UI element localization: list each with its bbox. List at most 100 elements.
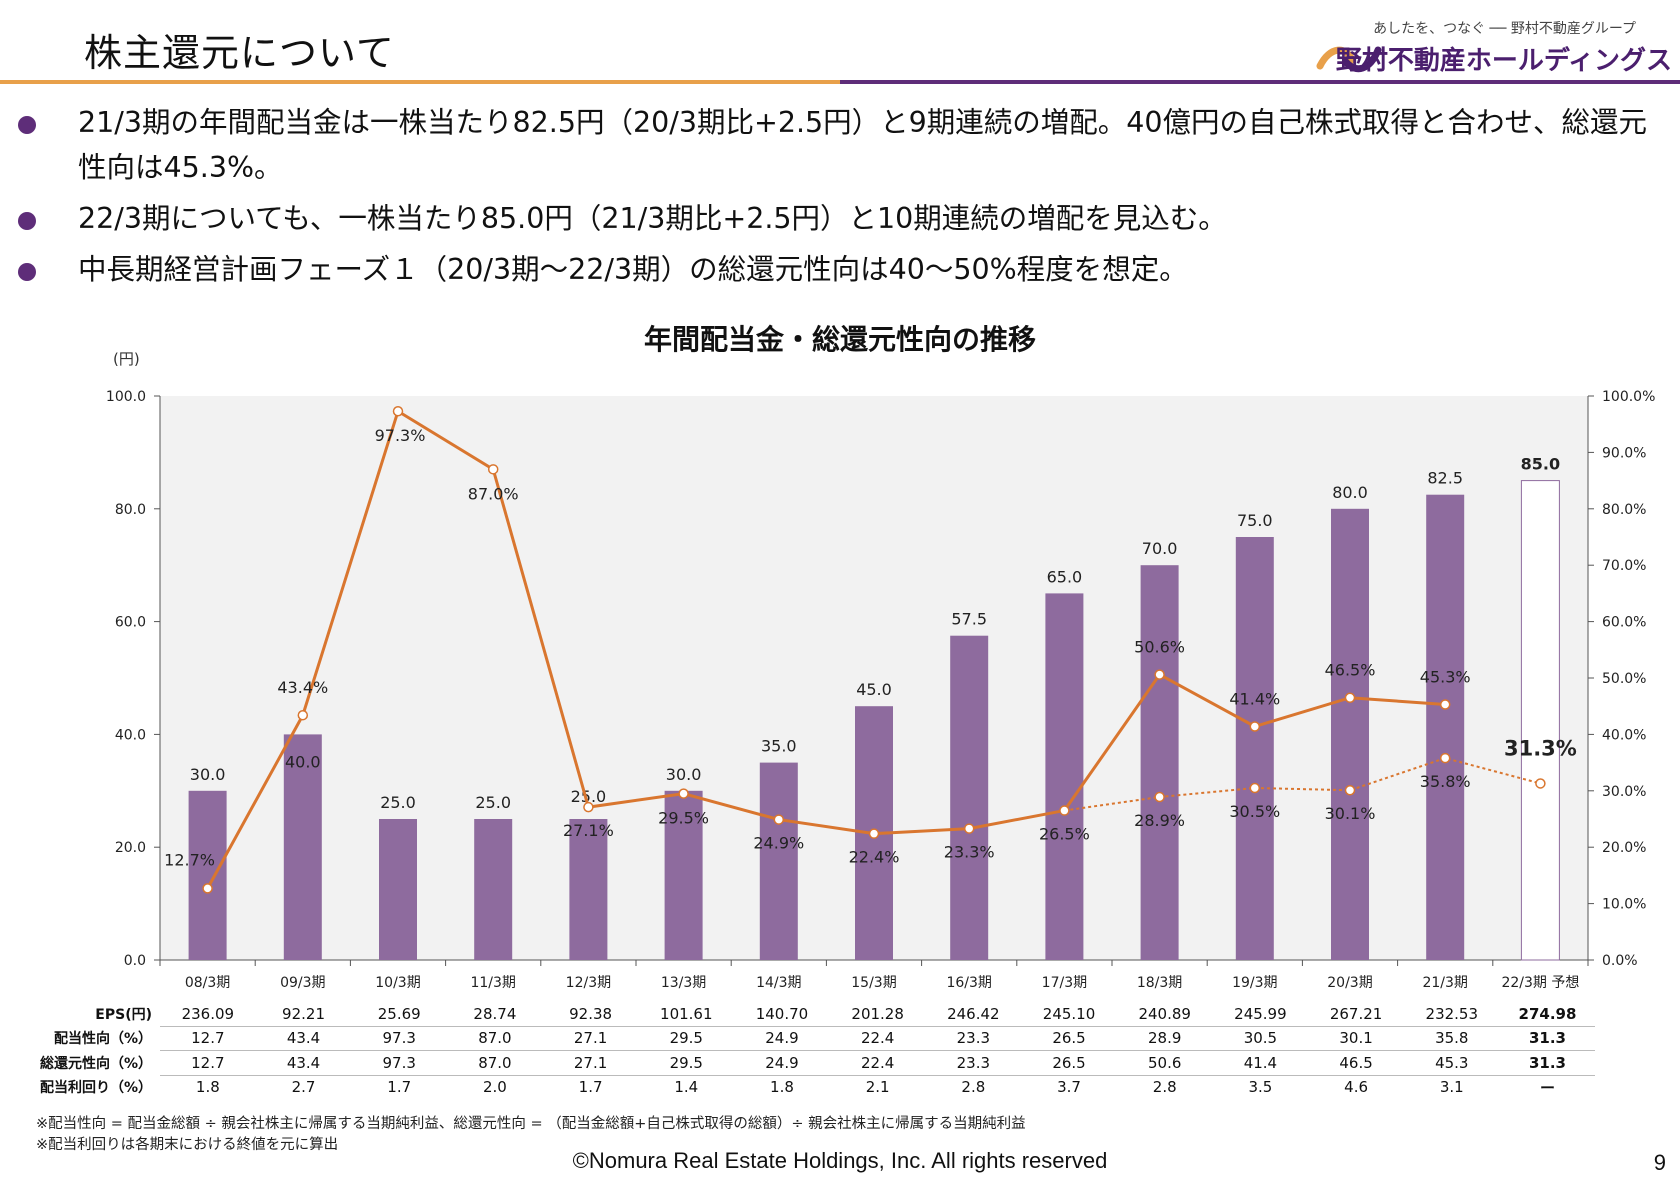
table-cell: 26.5 [1021, 1026, 1117, 1051]
table-cell: 101.61 [638, 1002, 735, 1027]
payout-ratio-label: 28.9% [1134, 811, 1185, 830]
dividend-label: 65.0 [1047, 567, 1083, 586]
table-cell: 23.3 [925, 1026, 1022, 1051]
x-tick-label: 15/3期 [851, 975, 896, 991]
dividend-label: 25.0 [380, 793, 416, 812]
table-cell: 27.1 [542, 1050, 639, 1076]
table-cell: 26.5 [1021, 1050, 1117, 1076]
table-cell: 41.4 [1212, 1050, 1309, 1076]
payout-ratio-point [1344, 784, 1356, 796]
bullet-dot-icon [18, 116, 36, 134]
dividend-label: 25.0 [571, 787, 607, 806]
y-tick-label: 0.0 [124, 953, 146, 969]
row-label: 配当性向（%） [53, 1031, 152, 1048]
x-tick-label: 20/3期 [1327, 975, 1372, 991]
x-tick-label: 21/3期 [1422, 975, 1467, 991]
table-cell: 3.1 [1439, 1078, 1464, 1097]
dividend-label: 35.0 [761, 737, 797, 756]
table-cell: 92.38 [542, 1002, 639, 1027]
total-return-line [206, 408, 1446, 890]
logo-tagline: あしたを、つなぐ ── 野村不動産グループ [1373, 21, 1636, 37]
y2-tick-label: 100.0% [1602, 389, 1655, 405]
table-cell: 2.8 [1152, 1078, 1177, 1097]
y-axis-unit: (円) [113, 350, 140, 368]
dividend-chart: 0.0 20.0 40.0 60.0 80.0 100.0 0.0% 10.0% 20.0% 30… [106, 389, 1655, 991]
y-tick-label: 40.0 [115, 727, 146, 743]
total-return-label: 43.4% [277, 678, 328, 697]
total-return-label: 87.0% [468, 484, 519, 503]
table-cell: 87.0 [447, 1050, 543, 1076]
table-cell: 2.0 [482, 1078, 507, 1097]
total-return-point [392, 405, 404, 417]
table-row: 配当性向（%） 12.7 43.4 97.3 87.0 27.1 29.5 24.9 22.4 2… [40, 1026, 1596, 1051]
table-row: 配当利回り（%） 1.8 2.7 1.7 2.0 1.7 1.4 1.8 2.1 2.8 3.7 2.… [40, 1075, 1595, 1099]
table-cell: 43.4 [255, 1050, 352, 1076]
row-label: EPS(円) [95, 1007, 152, 1023]
x-tick-label: 16/3期 [946, 975, 991, 991]
table-cell: 23.3 [925, 1050, 1022, 1076]
dividend-label: 80.0 [1332, 483, 1368, 502]
table-cell: 30.1 [1308, 1026, 1404, 1051]
payout-ratio-point [1154, 791, 1165, 803]
bullet-dot-icon [18, 212, 36, 230]
x-tick-label: 09/3期 [280, 975, 325, 991]
table-cell: ー [1539, 1078, 1555, 1097]
payout-ratio-point [1249, 782, 1261, 794]
bullet-item: 21/3期の年間配当金は一株当たり82.5円（20/3期比+2.5円）と9期連続… [18, 100, 1668, 190]
payout-ratio-label: 30.5% [1229, 802, 1280, 821]
y-tick-label: 80.0 [115, 502, 146, 518]
total-return-label: 41.4% [1229, 690, 1280, 709]
total-return-label: 26.5% [1039, 825, 1090, 844]
total-return-label: 22.4% [849, 848, 900, 867]
table-cell: 29.5 [638, 1026, 735, 1051]
total-return-point [202, 883, 213, 894]
dividend-bar [1520, 480, 1560, 961]
payout-ratio-line [1064, 757, 1541, 812]
table-cell: 28.9 [1116, 1026, 1213, 1051]
table-cell: 12.7 [160, 1050, 256, 1076]
total-return-label: 45.3% [1420, 668, 1471, 687]
table-cell: 27.1 [542, 1026, 639, 1051]
total-return-label: 29.5% [658, 809, 709, 828]
table-cell: 2.1 [865, 1078, 890, 1097]
footnote: ※配当性向 = 配当金総額 ÷ 親会社株主に帰属する当期純利益、総還元性向 = … [36, 1116, 1026, 1132]
payout-ratio-label: 31.3% [1504, 736, 1577, 760]
total-return-label: 12.7% [164, 850, 215, 869]
dividend-label: 82.5 [1427, 469, 1463, 488]
total-return-point [963, 823, 975, 834]
dividend-bar [474, 819, 513, 960]
total-return-point [1154, 669, 1165, 680]
y2-tick-label: 20.0% [1602, 840, 1646, 856]
logo-swoosh-icon [1316, 46, 1382, 73]
total-return-label: 24.9% [753, 834, 804, 853]
table-cell: 246.42 [925, 1002, 1022, 1027]
y-tick-label: 60.0 [115, 615, 146, 631]
row-label: 総還元性向（%） [40, 1055, 153, 1072]
dividend-bar [664, 790, 703, 960]
table-cell: 1.7 [578, 1078, 603, 1097]
table-cell: 2.8 [961, 1078, 986, 1097]
total-return-point [868, 828, 880, 839]
x-tick-label: 19/3期 [1232, 975, 1277, 991]
dividend-bar [1426, 494, 1465, 960]
table-cell: 45.3 [1403, 1050, 1500, 1076]
y2-tick-label: 50.0% [1602, 671, 1646, 687]
table-cell: 22.4 [829, 1026, 926, 1051]
y2-tick-label: 60.0% [1602, 615, 1646, 631]
total-return-label: 46.5% [1325, 661, 1376, 680]
table-cell: 1.8 [770, 1078, 794, 1097]
table-cell: 245.99 [1212, 1002, 1309, 1027]
payout-ratio-label: 35.8% [1420, 772, 1471, 791]
x-tick-label: 10/3期 [375, 975, 420, 991]
dividend-bar [569, 819, 608, 960]
table-cell: 4.6 [1344, 1078, 1369, 1097]
table-cell: 12.7 [160, 1026, 256, 1051]
total-return-point [678, 788, 689, 799]
table-cell: 2.7 [291, 1078, 316, 1097]
dividend-bar [1045, 593, 1084, 960]
table-cell: 24.9 [734, 1026, 830, 1051]
table-row: EPS(円) 236.09 92.21 25.69 28.74 92.38 101.61 14… [40, 1002, 1596, 1027]
payout-ratio-point [1535, 778, 1546, 789]
dividend-bar [283, 734, 322, 960]
table-cell: 3.5 [1248, 1078, 1273, 1097]
